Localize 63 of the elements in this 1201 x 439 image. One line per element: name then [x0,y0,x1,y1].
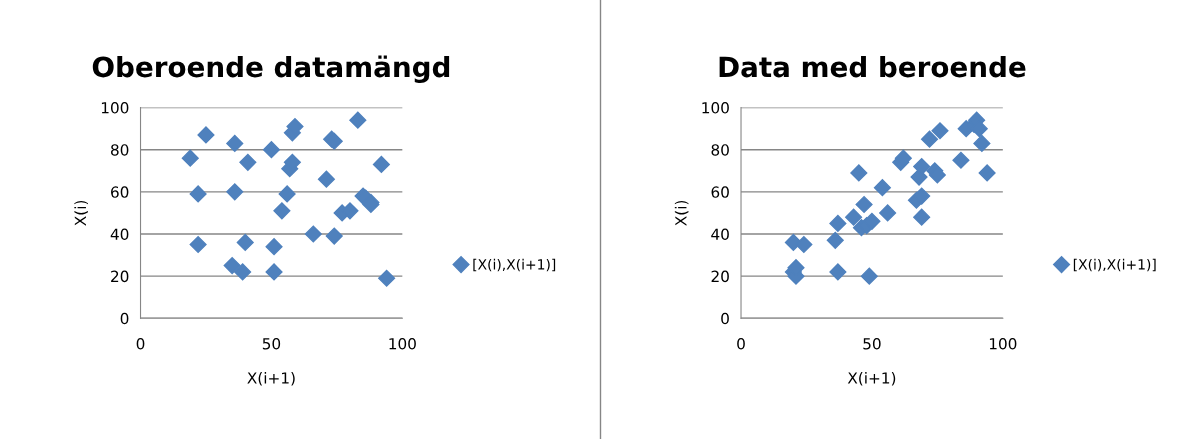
point [304,225,322,243]
point [262,141,280,159]
y-tick-label: 20 [111,270,129,283]
y-tick-label: 100 [702,102,729,114]
point [197,126,215,144]
y-tick-label: 40 [711,228,729,241]
point [920,130,939,148]
x-axis-title: X(i+1) [847,371,896,386]
x-tick-label: 0 [136,337,145,350]
x-tick-label: 50 [863,337,881,350]
chart-title: Oberoende datamängd [92,55,450,83]
point [265,238,283,256]
point [826,231,844,249]
x-axis-title: X(i+1) [247,371,295,386]
point [372,155,390,174]
y-tick-label: 0 [721,312,729,325]
point [234,263,252,281]
point [855,195,873,214]
y-axis-title: X(i) [674,200,689,226]
y-tick-label: 60 [711,186,729,198]
point [850,164,868,182]
y-tick-label: 20 [711,270,729,283]
point [265,263,283,281]
point [873,179,891,197]
point [189,185,207,203]
point [829,263,847,281]
point [378,269,396,287]
x-tick-label: 100 [989,337,1017,350]
point [845,208,863,226]
point [879,204,897,222]
point [973,134,991,152]
point [236,233,254,251]
y-tick-label: 80 [711,144,729,156]
y-axis-title: X(i) [74,200,88,226]
point [931,122,949,140]
legend-label: [X(i),X(i+1)] [473,258,556,272]
x-tick-label: 100 [389,337,416,350]
point [317,170,335,188]
point [278,185,296,203]
point [226,134,244,152]
point [181,149,199,167]
point [325,227,343,245]
point [349,111,367,129]
y-tick-label: 0 [120,312,129,325]
point [273,202,291,220]
point [795,235,813,254]
x-tick-label: 50 [262,337,281,350]
point [189,235,207,254]
y-tick-label: 60 [111,186,129,198]
point [223,257,241,275]
point [226,183,244,201]
x-tick-label: 0 [737,337,745,350]
y-tick-label: 40 [110,228,129,241]
point [860,267,878,285]
point [978,164,996,182]
point [239,153,257,171]
y-tick-label: 100 [101,102,129,114]
legend-label: [X(i),X(i+1)] [1073,258,1156,272]
chart-title: Data med beroende [719,55,1026,78]
y-tick-label: 80 [111,144,129,156]
point [952,151,970,169]
point [913,208,931,226]
point [829,214,847,233]
